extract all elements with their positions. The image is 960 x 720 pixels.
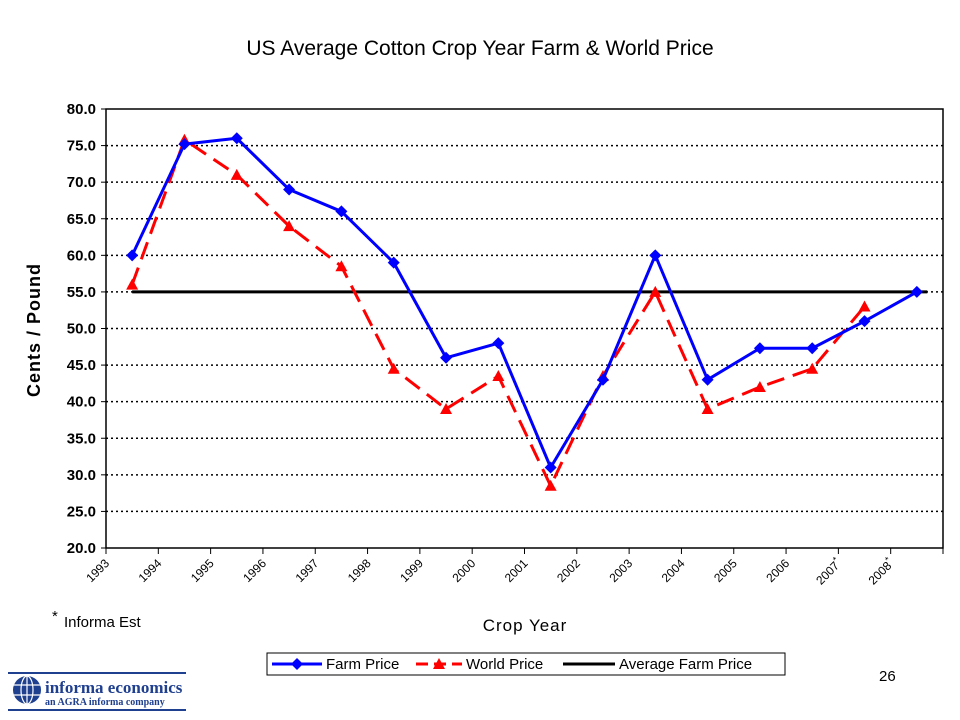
logo-name: informa economics (45, 678, 183, 697)
y-axis-ticks: 20.0 25.0 30.0 35.0 40.0 45.0 50.0 55.0 60.0 65.0… (67, 101, 106, 557)
x-tick-label: 1998 (345, 556, 374, 585)
y-tick-label: 35.0 (67, 430, 96, 447)
logo-tagline: an AGRA informa company (45, 697, 165, 708)
y-tick-label: 45.0 (67, 357, 96, 374)
series-farm-price (126, 132, 923, 474)
legend: Farm Price World Price Average Farm Price (266, 652, 786, 676)
farm-price-point (596, 373, 609, 386)
x-tick-label: 1999 (397, 556, 426, 585)
globe-icon (13, 675, 41, 705)
x-tick-label: 2000 (450, 556, 479, 585)
logo-rule-top (8, 672, 186, 674)
series-world-price (126, 133, 871, 491)
legend-farm-price: Farm Price (272, 656, 399, 673)
farm-price-point (753, 342, 766, 355)
legend-world-price: World Price (416, 656, 543, 673)
footnote-mark: * (52, 608, 58, 625)
world-price-point (230, 168, 243, 180)
x-tick-label: 1993 (83, 556, 112, 585)
farm-price-line (130, 136, 918, 470)
world-price-point (858, 300, 871, 312)
farm-price-point (806, 342, 819, 355)
world-price-point (544, 479, 557, 491)
x-tick-label: 1995 (188, 556, 217, 585)
x-tick-label: 2001 (502, 556, 531, 585)
y-tick-label: 30.0 (67, 467, 96, 484)
farm-price-point (230, 132, 243, 145)
farm-price-point (492, 337, 505, 350)
y-tick-label: 20.0 (67, 540, 96, 557)
world-price-point (492, 370, 505, 382)
x-tick-label: 1996 (240, 556, 269, 585)
footnote: * Informa Est (52, 608, 142, 631)
y-axis-label: Cents / Pound (24, 263, 44, 397)
farm-price-point (387, 256, 400, 269)
farm-price-point (858, 315, 871, 328)
world-price-point (433, 658, 445, 669)
farm-price-point (291, 658, 303, 670)
x-axis-label: Crop Year (483, 616, 568, 635)
y-tick-label: 50.0 (67, 321, 96, 338)
y-tick-label: 40.0 (67, 394, 96, 411)
x-tick-label: 2005 (711, 556, 740, 585)
world-price-point (126, 278, 139, 290)
world-price-point (701, 402, 714, 414)
legend-label: World Price (466, 656, 543, 673)
y-tick-label: 65.0 (67, 211, 96, 228)
world-price-point (806, 362, 819, 374)
gridlines (106, 144, 943, 513)
farm-price-point (910, 285, 923, 298)
legend-box (266, 652, 786, 676)
chart-title: US Average Cotton Crop Year Farm & World… (246, 37, 713, 60)
world-price-point (387, 362, 400, 374)
footnote-text: Informa Est (64, 614, 142, 631)
y-tick-label: 75.0 (67, 138, 96, 155)
x-tick-label: 2006 (763, 556, 792, 585)
legend-average-farm-price: Average Farm Price (563, 656, 752, 673)
x-axis-ticks: 1993 1994 1995 1996 1997 1998 1999 2000 2001 2002… (83, 548, 944, 587)
x-tick-label: 2002 (554, 556, 583, 585)
series-lines (126, 132, 928, 491)
world-price-point (753, 381, 766, 393)
y-tick-label: 80.0 (67, 101, 96, 118)
y-tick-label: 60.0 (67, 247, 96, 264)
farm-price-point (544, 461, 557, 474)
farm-price-point (440, 351, 453, 364)
legend-label: Farm Price (326, 656, 399, 673)
farm-price-point (649, 249, 662, 262)
y-tick-label: 55.0 (67, 284, 96, 301)
farm-price-point (335, 205, 348, 218)
farm-price-point (283, 183, 296, 196)
x-tick-label: 2007* (812, 554, 845, 587)
world-price-point (440, 402, 453, 414)
logo-rule-bottom (8, 709, 186, 711)
farm-price-point (701, 373, 714, 386)
x-tick-label: 2008* (864, 554, 897, 587)
x-tick-label: 2004 (659, 556, 688, 585)
y-tick-label: 25.0 (67, 503, 96, 520)
x-tick-label: 1994 (136, 556, 165, 585)
world-price-line (130, 138, 866, 488)
y-tick-label: 70.0 (67, 174, 96, 191)
x-tick-label: 1997 (293, 556, 322, 585)
informa-logo: informa economics an AGRA informa compan… (8, 672, 186, 711)
page-number: 26 (879, 668, 896, 685)
world-price-point (649, 285, 662, 297)
farm-price-point (178, 138, 191, 151)
farm-price-point (126, 249, 139, 262)
legend-label: Average Farm Price (619, 656, 752, 673)
world-price-point (335, 260, 348, 272)
x-tick-label: 2003 (606, 556, 635, 585)
world-price-point (283, 220, 296, 232)
